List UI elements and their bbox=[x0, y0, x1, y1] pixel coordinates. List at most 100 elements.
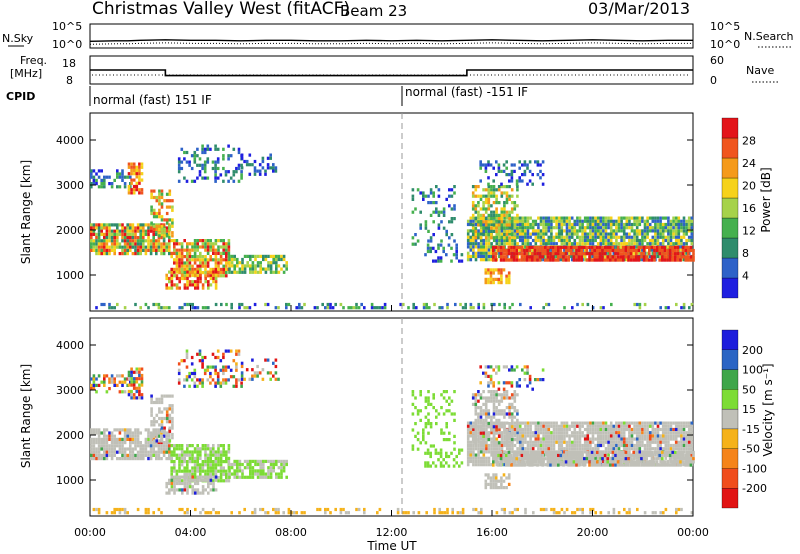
heatmap-cell bbox=[134, 239, 137, 243]
heatmap-cell bbox=[188, 375, 191, 379]
heatmap-cell bbox=[168, 199, 172, 203]
heatmap-cell bbox=[607, 443, 610, 448]
heatmap-cell bbox=[266, 371, 270, 375]
heatmap-cell bbox=[236, 459, 239, 463]
heatmap-cell bbox=[422, 194, 425, 198]
heatmap-cell bbox=[560, 232, 564, 236]
heatmap-cell bbox=[253, 172, 257, 176]
heatmap-cell bbox=[116, 169, 119, 173]
heatmap-cell bbox=[687, 245, 690, 249]
colorbar-swatch bbox=[721, 117, 739, 139]
heatmap-cell bbox=[568, 443, 571, 448]
heatmap-cell bbox=[439, 448, 443, 452]
heatmap-cell bbox=[692, 252, 695, 256]
heatmap-cell bbox=[259, 267, 262, 271]
heatmap-cell bbox=[155, 224, 159, 228]
heatmap-cell bbox=[113, 450, 116, 454]
heatmap-cell bbox=[123, 185, 127, 189]
heatmap-cell bbox=[523, 248, 526, 253]
heatmap-cell bbox=[201, 150, 204, 155]
heatmap-cell bbox=[479, 459, 483, 464]
heatmap-cell bbox=[555, 232, 558, 236]
heatmap-cell bbox=[547, 238, 551, 243]
heatmap-cell bbox=[518, 232, 522, 236]
heatmap-cell bbox=[609, 447, 613, 451]
heatmap-cell bbox=[224, 365, 228, 369]
heatmap-cell bbox=[622, 245, 625, 249]
freq-left-tick-bottom: 8 bbox=[66, 74, 73, 87]
heatmap-cell bbox=[222, 154, 225, 158]
heatmap-cell bbox=[411, 194, 415, 198]
heatmap-cell bbox=[485, 424, 488, 428]
heatmap-cell bbox=[155, 248, 158, 252]
heatmap-cell bbox=[681, 248, 685, 253]
heatmap-cell bbox=[432, 220, 435, 224]
heatmap-cell bbox=[173, 245, 176, 249]
heatmap-cell bbox=[206, 472, 210, 476]
heatmap-cell bbox=[108, 226, 111, 230]
heatmap-cell bbox=[477, 443, 480, 448]
heatmap-cell bbox=[619, 255, 622, 259]
heatmap-cell bbox=[485, 248, 488, 252]
heatmap-cell bbox=[131, 434, 135, 438]
heatmap-cell bbox=[643, 431, 647, 435]
heatmap-cell bbox=[503, 213, 506, 217]
heatmap-cell bbox=[570, 242, 574, 246]
heatmap-cell bbox=[188, 270, 192, 274]
heatmap-cell bbox=[416, 447, 420, 451]
heatmap-cell bbox=[492, 223, 496, 227]
heatmap-cell bbox=[113, 383, 116, 387]
heatmap-cell bbox=[612, 229, 616, 233]
heatmap-cell bbox=[262, 257, 265, 262]
heatmap-cell bbox=[521, 443, 525, 448]
heatmap-cell bbox=[651, 437, 655, 441]
heatmap-cell bbox=[116, 232, 119, 236]
heatmap-cell bbox=[95, 232, 98, 236]
heatmap-cell bbox=[669, 219, 673, 223]
heatmap-cell bbox=[448, 194, 451, 198]
heatmap-cell bbox=[240, 381, 243, 385]
heatmap-cell bbox=[100, 302, 103, 307]
heatmap-cell bbox=[130, 389, 133, 394]
noise-left-tick-bottom: 10^0 bbox=[52, 38, 82, 51]
heatmap-cell bbox=[685, 219, 688, 223]
heatmap-cell bbox=[212, 485, 215, 489]
heatmap-cell bbox=[464, 302, 467, 307]
heatmap-cell bbox=[482, 443, 486, 448]
heatmap-cell bbox=[282, 270, 286, 274]
heatmap-cell bbox=[222, 274, 225, 278]
heatmap-cell bbox=[90, 431, 93, 435]
heatmap-cell bbox=[466, 440, 470, 444]
heatmap-cell bbox=[594, 222, 597, 227]
heatmap-cell bbox=[609, 235, 613, 239]
heatmap-cell bbox=[419, 409, 422, 413]
heatmap-cell bbox=[445, 438, 448, 442]
heatmap-cell bbox=[555, 222, 558, 227]
heatmap-cell bbox=[583, 258, 587, 262]
heatmap-cell bbox=[254, 257, 257, 262]
heatmap-cell bbox=[479, 242, 483, 246]
heatmap-cell bbox=[609, 440, 613, 444]
heatmap-cell bbox=[326, 306, 330, 310]
heatmap-cell bbox=[186, 251, 189, 255]
heatmap-cell bbox=[97, 245, 101, 249]
heatmap-cell bbox=[606, 248, 609, 253]
heatmap-cell bbox=[659, 216, 662, 220]
heatmap-cell bbox=[95, 457, 98, 461]
heatmap-cell bbox=[178, 460, 181, 464]
heatmap-cell bbox=[168, 232, 171, 236]
heatmap-cell bbox=[442, 396, 446, 400]
heatmap-cell bbox=[508, 434, 512, 438]
heatmap-cell bbox=[544, 431, 548, 435]
heatmap-cell bbox=[264, 475, 268, 479]
heatmap-cell bbox=[228, 475, 231, 479]
heatmap-cell bbox=[258, 163, 262, 167]
heatmap-cell bbox=[150, 394, 153, 398]
heatmap-cell bbox=[165, 273, 168, 277]
heatmap-cell bbox=[599, 456, 603, 460]
heatmap-cell bbox=[448, 438, 451, 442]
heatmap-cell bbox=[92, 169, 96, 173]
heatmap-cell bbox=[246, 306, 249, 310]
heatmap-cell bbox=[157, 236, 161, 240]
heatmap-cell bbox=[492, 258, 495, 262]
